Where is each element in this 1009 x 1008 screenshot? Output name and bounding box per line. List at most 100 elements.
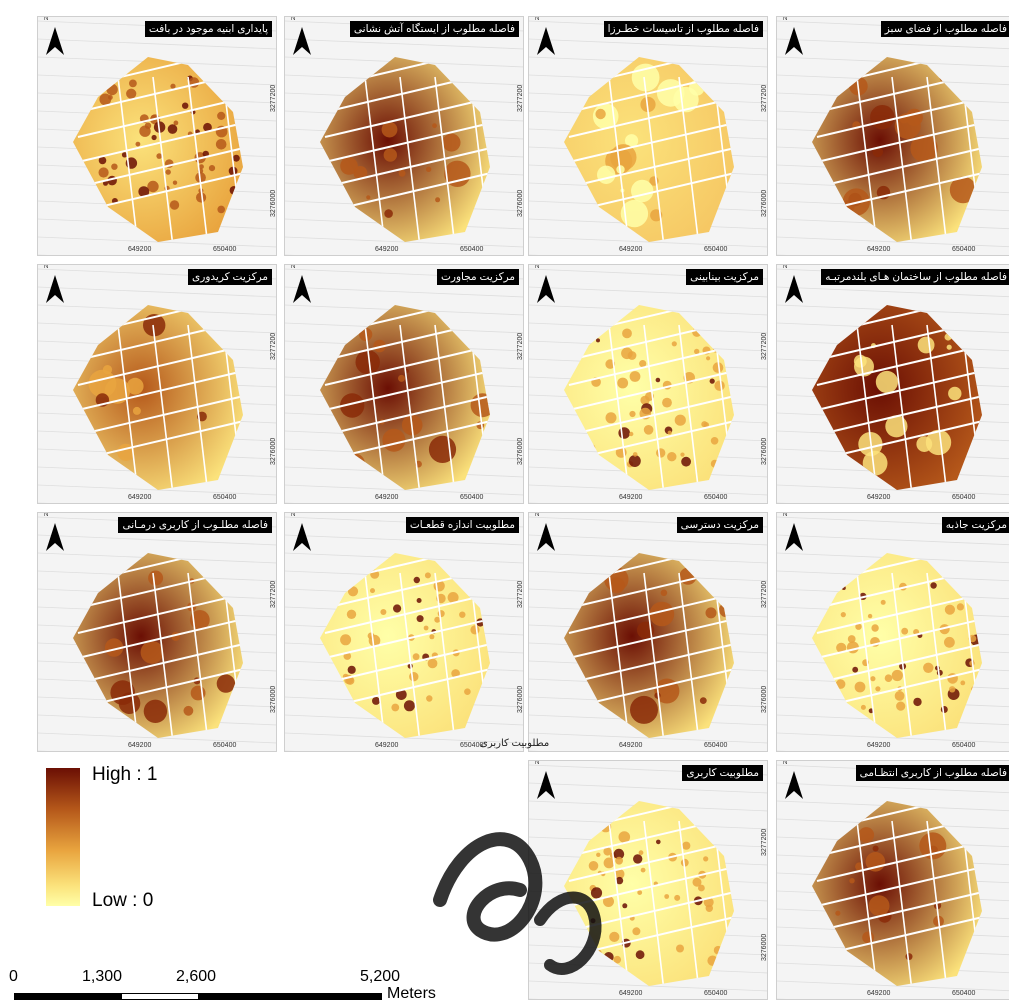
- map-panel: N فاصله مطلـوب از کاربری درمـانی 649200 …: [37, 512, 277, 752]
- map-area: [529, 764, 767, 999]
- north-label: N: [44, 16, 49, 22]
- x-tick: 649200: [375, 494, 399, 501]
- y-tick: 3277200: [761, 828, 768, 856]
- panel-title: پایداری ابنیه موجود در بافت: [144, 21, 272, 37]
- north-label: N: [535, 512, 540, 518]
- x-tick: 649200: [375, 742, 399, 749]
- x-tick: 650400: [213, 494, 237, 501]
- panel-title: فاصله مطلوب از تاسیسات خطـرزا: [603, 21, 763, 37]
- map-area: [777, 764, 1009, 999]
- x-tick: 650400: [704, 742, 728, 749]
- map-area: [529, 268, 767, 503]
- map-area: [777, 516, 1009, 751]
- map-panel: N مطلوبیت کاربری 649200 650400 3277200 3…: [528, 760, 768, 1000]
- y-tick: 3277200: [270, 84, 277, 112]
- floating-label: مطلوبیت کاربری: [480, 738, 550, 749]
- map-area: [777, 20, 1009, 255]
- north-arrow-icon: [783, 519, 805, 553]
- panel-title: مرکزیت جاذبه: [941, 517, 1009, 533]
- y-tick: 3277200: [517, 84, 524, 112]
- map-area: [38, 516, 276, 751]
- panel-title: فاصله مطلوب از ایستگاه آتش نشانی: [349, 21, 519, 37]
- y-tick: 3277200: [761, 332, 768, 360]
- y-tick: 3276000: [270, 685, 277, 713]
- panel-title: فاصله مطلوب از کاربری انتظـامی: [855, 765, 1009, 781]
- map-panel: N مرکزیت جاذبه 649200 650400 3277200 327…: [776, 512, 1009, 752]
- x-tick: 650400: [952, 742, 976, 749]
- x-tick: 649200: [619, 742, 643, 749]
- panel-title: مرکزیت دسترسی: [676, 517, 763, 533]
- map-area: [38, 20, 276, 255]
- x-tick: 650400: [460, 742, 484, 749]
- x-tick: 650400: [952, 494, 976, 501]
- north-arrow-icon: [291, 519, 313, 553]
- x-tick: 650400: [460, 494, 484, 501]
- north-arrow-icon: [291, 271, 313, 305]
- map-panel: N مرکزیت مجاورت 649200 650400 3277200 32…: [284, 264, 524, 504]
- map-area: [777, 268, 1009, 503]
- panel-title: فاصله مطلوب از ساختمان هـای بلندمرتبـه: [821, 269, 1009, 285]
- map-panel: N فاصله مطلوب از فضای سبز 649200 650400 …: [776, 16, 1009, 256]
- scale-label: 0: [9, 968, 18, 985]
- x-tick: 650400: [952, 246, 976, 253]
- x-tick: 650400: [704, 494, 728, 501]
- x-tick: 649200: [867, 246, 891, 253]
- panel-title: مرکزیت کریدوری: [188, 269, 272, 285]
- map-area: [285, 516, 523, 751]
- x-tick: 650400: [213, 246, 237, 253]
- x-tick: 650400: [704, 990, 728, 997]
- north-label: N: [291, 16, 296, 22]
- north-arrow-icon: [783, 271, 805, 305]
- x-tick: 649200: [619, 246, 643, 253]
- y-tick: 3276000: [517, 685, 524, 713]
- panel-title: مرکزیت بینابینی: [686, 269, 763, 285]
- x-tick: 649200: [128, 494, 152, 501]
- north-label: N: [291, 264, 296, 270]
- panel-title: فاصله مطلـوب از کاربری درمـانی: [118, 517, 272, 533]
- x-tick: 649200: [867, 990, 891, 997]
- map-area: [285, 268, 523, 503]
- scale-segment: [198, 993, 382, 1000]
- scale-segment-gap: [122, 993, 198, 1000]
- x-tick: 649200: [867, 742, 891, 749]
- north-label: N: [783, 760, 788, 766]
- x-tick: 650400: [952, 990, 976, 997]
- north-label: N: [783, 16, 788, 22]
- map-panel: N فاصله مطلوب از تاسیسات خطـرزا 649200 6…: [528, 16, 768, 256]
- north-label: N: [291, 512, 296, 518]
- map-panel: N مطلوبیت اندازه قطعـات 649200 650400 32…: [284, 512, 524, 752]
- north-label: N: [535, 264, 540, 270]
- x-tick: 649200: [619, 990, 643, 997]
- x-tick: 650400: [213, 742, 237, 749]
- map-panel: N فاصله مطلوب از کاربری انتظـامی 649200 …: [776, 760, 1009, 1000]
- y-tick: 3276000: [270, 189, 277, 217]
- scale-segment: [14, 993, 122, 1000]
- x-tick: 649200: [128, 742, 152, 749]
- y-tick: 3277200: [270, 332, 277, 360]
- map-area: [529, 516, 767, 751]
- map-area: [285, 20, 523, 255]
- y-tick: 3277200: [270, 580, 277, 608]
- y-tick: 3276000: [761, 189, 768, 217]
- north-arrow-icon: [44, 519, 66, 553]
- scale-label: 1,300: [82, 968, 123, 985]
- map-panel: N مرکزیت دسترسی 649200 650400 3277200 32…: [528, 512, 768, 752]
- north-arrow-icon: [783, 767, 805, 801]
- scale-unit: Meters: [387, 985, 436, 1002]
- y-tick: 3277200: [761, 84, 768, 112]
- map-panel: N فاصله مطلوب از ساختمان هـای بلندمرتبـه…: [776, 264, 1009, 504]
- panel-title: مطلوبیت کاربری: [682, 765, 763, 781]
- north-label: N: [535, 760, 540, 766]
- legend-low-label: Low : 0: [92, 890, 154, 911]
- panel-title: فاصله مطلوب از فضای سبز: [880, 21, 1009, 37]
- north-arrow-icon: [535, 767, 557, 801]
- y-tick: 3276000: [761, 437, 768, 465]
- north-label: N: [783, 512, 788, 518]
- y-tick: 3277200: [517, 580, 524, 608]
- north-arrow-icon: [535, 23, 557, 57]
- map-panel: N پایداری ابنیه موجود در بافت 649200 650…: [37, 16, 277, 256]
- y-tick: 3276000: [761, 685, 768, 713]
- map-area: [38, 268, 276, 503]
- north-label: N: [783, 264, 788, 270]
- map-panel: N مرکزیت بینابینی 649200 650400 3277200 …: [528, 264, 768, 504]
